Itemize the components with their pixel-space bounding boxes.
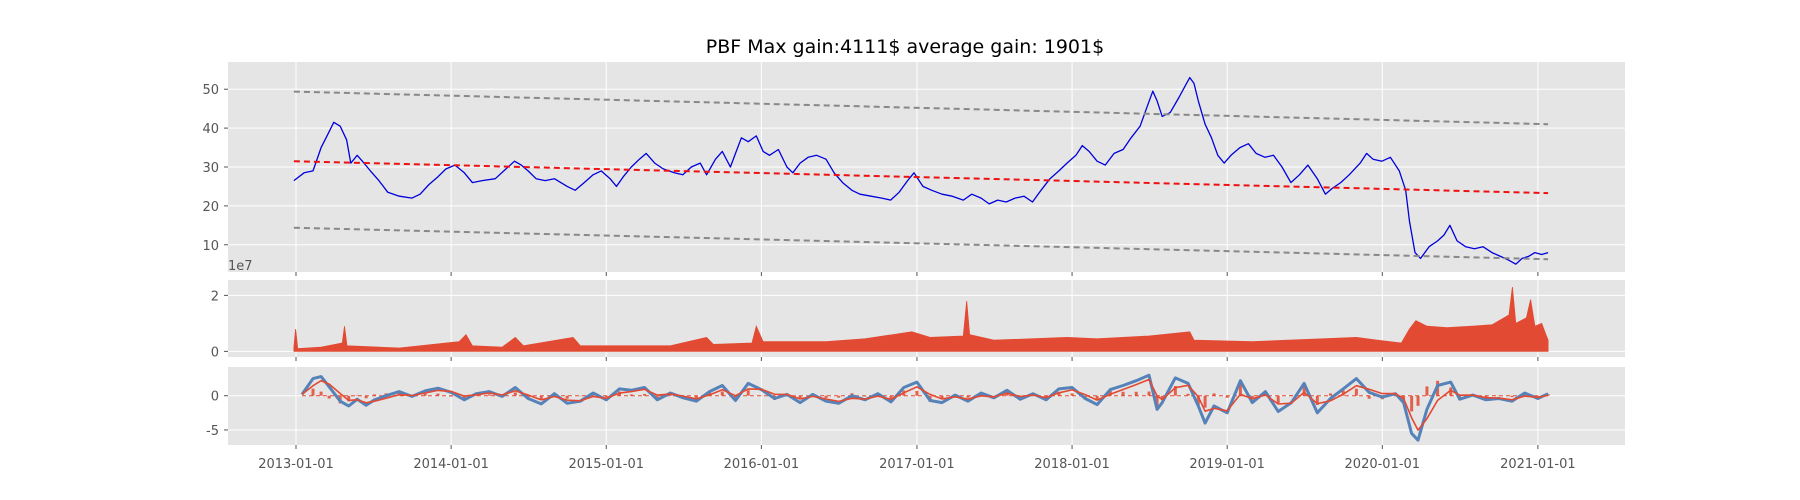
x-tick-label-4: 2017-01-01 — [879, 457, 955, 472]
x-tick-label-6: 2019-01-01 — [1189, 457, 1265, 472]
oscillator-histogram-bar — [539, 395, 543, 400]
oscillator-histogram-bar — [423, 393, 427, 396]
oscillator-histogram-bar — [1410, 395, 1414, 412]
oscillator-histogram-bar — [1057, 391, 1061, 396]
oscillator-histogram-bar — [837, 395, 841, 398]
price-ytick-label-3: 40 — [202, 122, 219, 137]
oscillator-histogram-bar — [1276, 395, 1280, 404]
oscillator-histogram-bar — [1341, 390, 1345, 396]
oscillator-histogram-bar — [513, 392, 517, 396]
oscillator-histogram-bar — [1108, 390, 1112, 396]
oscillator-histogram-bar — [720, 391, 724, 396]
x-tick-label-3: 2016-01-01 — [724, 457, 800, 472]
oscillator-signal-line — [301, 378, 1549, 431]
oscillator-histogram-bar — [940, 395, 944, 400]
oscillator-histogram-bar — [364, 395, 368, 399]
oscillator-histogram-bar — [565, 395, 569, 399]
volume-scale-label: 1e7 — [228, 259, 253, 274]
x-tick-label-2: 2015-01-01 — [568, 457, 644, 472]
oscillator-panel: 0 -5 — [206, 367, 1625, 449]
oscillator-histogram-bar — [824, 395, 828, 398]
oscillator-background — [228, 367, 1625, 445]
oscillator-line — [300, 373, 1549, 442]
oscillator-histogram-bar — [694, 395, 698, 399]
oscillator-histogram-bar — [1147, 391, 1151, 396]
x-axis: 2013-01-01 2014-01-01 2015-01-01 2016-01-01… — [258, 457, 1575, 472]
x-tick-label-5: 2018-01-01 — [1034, 457, 1110, 472]
oscillator-histogram-bar — [311, 388, 315, 396]
x-tick-label-0: 2013-01-01 — [258, 457, 334, 472]
volume-area — [293, 286, 1549, 352]
oscillator-histogram-bar — [487, 394, 491, 396]
volume-panel: 0 2 1e7 — [211, 259, 1625, 361]
price-panel: 10 20 30 40 50 — [202, 62, 1625, 276]
x-tick-label-8: 2021-01-01 — [1500, 457, 1576, 472]
oscillator-ytick-label-0: 0 — [211, 390, 219, 405]
oscillator-histogram-bar — [1510, 395, 1514, 398]
oscillator-histogram-bar — [1354, 388, 1358, 396]
oscillator-histogram-bar — [355, 395, 359, 396]
oscillator-histogram-bar — [436, 393, 440, 396]
oscillator-histogram-bar — [1134, 391, 1138, 396]
oscillator-histogram-bar — [462, 395, 466, 400]
oscillator-histogram-bar — [1196, 395, 1200, 406]
price-series-close-price — [293, 76, 1549, 265]
oscillator-ytick-label-1: -5 — [206, 424, 219, 439]
oscillator-histogram-bar — [629, 394, 633, 396]
oscillator-histogram-bar — [1155, 395, 1159, 410]
oscillator-histogram-bar — [1238, 382, 1242, 396]
volume-ytick-label-0: 0 — [211, 345, 219, 360]
price-ytick-label-1: 20 — [202, 200, 219, 215]
oscillator-histogram-bar — [1121, 391, 1125, 396]
oscillator-histogram-bar — [1160, 395, 1164, 399]
oscillator-histogram-bar — [1484, 395, 1488, 398]
oscillator-histogram-bar — [1416, 395, 1420, 406]
oscillator-histogram-bar — [327, 395, 331, 399]
price-ytick-label-2: 30 — [202, 161, 219, 176]
oscillator-histogram-bar — [1367, 395, 1371, 399]
price-series-lower-channel — [293, 226, 1549, 261]
price-series-upper-channel — [293, 90, 1549, 126]
oscillator-histogram-bar — [1449, 387, 1453, 396]
oscillator-histogram-bar — [643, 393, 647, 396]
oscillator-histogram-bar — [1070, 393, 1074, 396]
chart-title: PBF Max gain:4111$ average gain: 1901$ — [706, 36, 1104, 58]
oscillator-histogram-bar — [1328, 393, 1332, 396]
x-tick-label-7: 2020-01-01 — [1345, 457, 1421, 472]
oscillator-histogram-bar — [319, 391, 323, 396]
oscillator-histogram-bar — [1186, 393, 1190, 396]
oscillator-histogram-bar — [347, 395, 351, 402]
price-series-trend-line — [293, 160, 1549, 195]
oscillator-histogram-bar — [1212, 393, 1216, 396]
oscillator-histogram-bar — [1425, 386, 1429, 396]
oscillator-histogram-bar — [1095, 395, 1099, 401]
oscillator-histogram-bar — [915, 390, 919, 396]
oscillator-histogram-bar — [746, 390, 750, 396]
oscillator-histogram-bar — [1173, 385, 1177, 396]
oscillator-histogram-bar — [604, 395, 608, 398]
oscillator-histogram-bar — [1225, 395, 1229, 398]
price-ytick-label-4: 50 — [202, 83, 219, 98]
oscillator-histogram-bar — [1005, 392, 1009, 396]
oscillator-histogram-bar — [1203, 395, 1207, 408]
oscillator-histogram-bar — [1536, 395, 1540, 397]
oscillator-histogram-bar — [1250, 395, 1254, 400]
price-ytick-label-0: 10 — [202, 239, 219, 254]
volume-ytick-label-1: 2 — [211, 289, 219, 304]
oscillator-histogram-bar — [668, 394, 672, 396]
oscillator-histogram-bar — [889, 395, 893, 399]
oscillator-histogram-bar — [798, 395, 802, 400]
oscillator-histogram-bar — [373, 394, 377, 396]
oscillator-histogram-bar — [966, 395, 970, 398]
oscillator-histogram-bar — [1302, 386, 1306, 396]
x-tick-label-1: 2014-01-01 — [413, 457, 489, 472]
oscillator-histogram-bar — [1315, 395, 1319, 405]
